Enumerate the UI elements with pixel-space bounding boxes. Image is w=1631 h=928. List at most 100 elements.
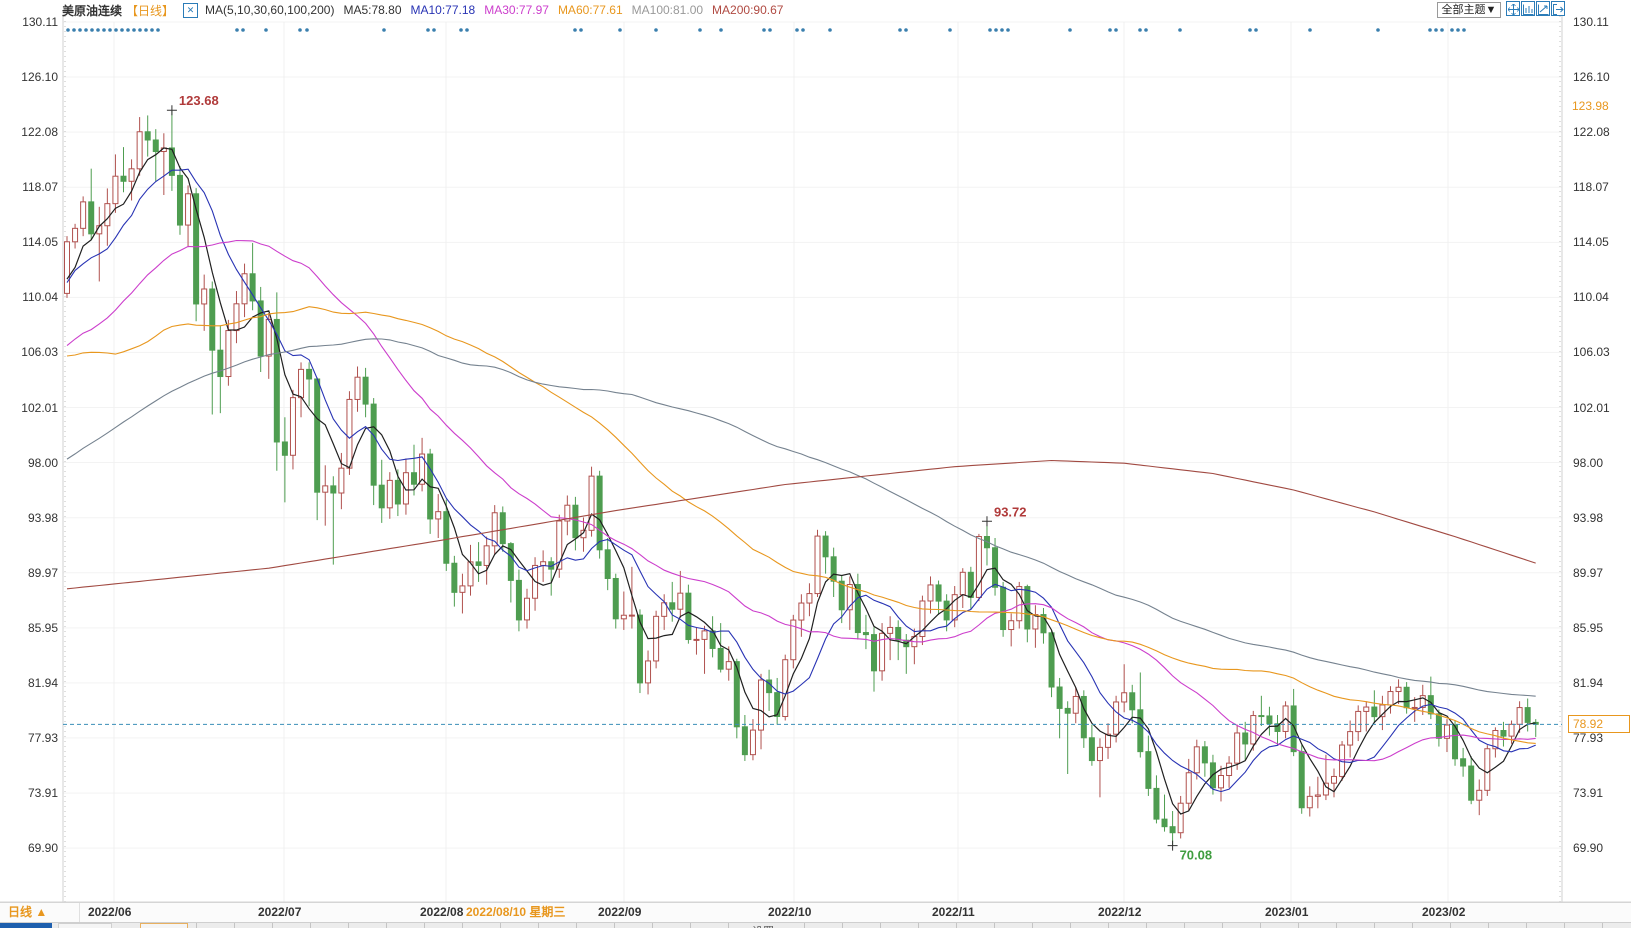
candle-body xyxy=(806,593,813,604)
chart-header: 美原油连续 【日线】 ✕ MA(5,10,30,60,100,200) MA5:… xyxy=(62,2,792,18)
candle-body xyxy=(1250,715,1257,745)
candlestick-chart[interactable]: 123.68 93.72 70.08 xyxy=(0,0,1631,902)
event-dot xyxy=(768,28,772,32)
theme-dropdown[interactable]: 全部主题▼ xyxy=(1437,2,1501,18)
candle-body xyxy=(209,288,216,351)
candle-body xyxy=(1460,758,1467,767)
candle-body xyxy=(871,634,877,672)
strip-separator xyxy=(1298,923,1299,928)
pan-icon[interactable] xyxy=(1506,1,1520,16)
candle-body xyxy=(475,561,482,566)
candle-body xyxy=(636,614,643,684)
event-dot xyxy=(264,28,268,32)
y-tick-label: 130.11 xyxy=(1573,15,1609,29)
event-dot xyxy=(96,28,100,32)
event-dot xyxy=(828,28,832,32)
trend-arrow-icon[interactable] xyxy=(1536,1,1550,16)
ma10-line xyxy=(66,168,1536,793)
y-tick-label: 85.95 xyxy=(27,620,58,635)
event-dot xyxy=(801,28,805,32)
period-selector[interactable]: 日线 ▲ xyxy=(0,903,80,922)
event-dot xyxy=(1462,28,1466,32)
chart-layout-icon[interactable] xyxy=(1521,1,1535,16)
y-tick-label: 114.05 xyxy=(22,235,58,250)
event-dot xyxy=(132,28,136,32)
instrument-name: 美原油连续 xyxy=(62,3,123,18)
candle-body xyxy=(854,584,861,634)
candle-body xyxy=(975,536,982,598)
right-high-price-label: 123.98 xyxy=(1568,98,1628,115)
candle-body xyxy=(693,638,700,641)
candle-body xyxy=(507,543,514,581)
candle-body xyxy=(774,692,781,718)
strip-separator xyxy=(310,923,311,928)
candle-body xyxy=(588,475,595,531)
y-tick-label: 69.90 xyxy=(1573,841,1604,856)
event-dot xyxy=(66,28,70,32)
candle-body xyxy=(306,368,313,380)
candle-body xyxy=(354,376,361,400)
settings-tab[interactable]: 设置 xyxy=(752,923,774,928)
event-dot xyxy=(1144,28,1148,32)
strip-separator xyxy=(1032,923,1033,928)
ma200-line xyxy=(66,459,1536,590)
candle-body xyxy=(394,479,401,505)
x-tick-label: 2022/08 xyxy=(420,905,464,919)
event-dot xyxy=(1248,28,1252,32)
candle-body xyxy=(1153,787,1160,820)
candle-body xyxy=(685,592,692,641)
exit-right-icon[interactable] xyxy=(1551,1,1565,16)
strip-separator xyxy=(614,923,615,928)
strip-separator xyxy=(1526,923,1527,928)
candle-body xyxy=(556,520,563,570)
strip-separator xyxy=(918,923,919,928)
candle-body xyxy=(523,597,530,621)
candle-body xyxy=(362,376,369,405)
candle-body xyxy=(846,584,853,611)
candle-body xyxy=(1169,826,1176,834)
candle-body xyxy=(370,403,377,486)
candle-body xyxy=(217,349,224,378)
bottom-tab-selected[interactable] xyxy=(0,923,52,928)
ma30-line xyxy=(66,239,1536,762)
y-tick-label: 98.00 xyxy=(27,455,58,470)
strip-separator xyxy=(348,923,349,928)
x-axis-row: 日线 ▲ 2022/08/10 星期三 2022/06 2022/07 2022/0… xyxy=(0,902,1631,923)
strip-separator xyxy=(462,923,463,928)
strip-separator xyxy=(1070,923,1071,928)
candle-body xyxy=(330,485,337,494)
event-dot xyxy=(1376,28,1380,32)
last-price-label: 78.92 xyxy=(1568,715,1630,734)
event-dot xyxy=(719,28,723,32)
bottom-tab[interactable] xyxy=(58,923,112,928)
candle-body xyxy=(733,661,740,728)
x-tick-label: 2022/09 xyxy=(598,905,642,919)
ma-settings-icon[interactable]: ✕ xyxy=(183,2,199,18)
event-dot xyxy=(1434,28,1438,32)
candle-body xyxy=(782,659,789,718)
candle-body xyxy=(1476,789,1483,801)
y-tick-label: 69.90 xyxy=(27,841,58,856)
candle-body xyxy=(386,479,393,509)
event-dot xyxy=(78,28,82,32)
candle-body xyxy=(136,131,143,170)
candle-body xyxy=(1371,706,1378,718)
candle-body xyxy=(725,661,732,670)
candle-body xyxy=(467,561,474,587)
x-tick-label: 2022/12 xyxy=(1098,905,1142,919)
strip-separator xyxy=(994,923,995,928)
candle-body xyxy=(1064,707,1071,714)
event-dot xyxy=(654,28,658,32)
candle-body xyxy=(378,484,385,509)
candle-body xyxy=(1290,705,1297,753)
x-tick-label: 2023/01 xyxy=(1265,905,1309,919)
bottom-tab[interactable] xyxy=(140,923,188,928)
y-tick-label: 85.95 xyxy=(1573,620,1604,635)
candle-body xyxy=(1322,782,1329,796)
event-dot xyxy=(1440,28,1444,32)
candle-body xyxy=(152,139,159,153)
candle-body xyxy=(677,592,684,610)
candle-body xyxy=(104,203,111,227)
ma100-line xyxy=(66,338,1536,697)
ma60-value: MA60:77.61 xyxy=(557,3,623,17)
